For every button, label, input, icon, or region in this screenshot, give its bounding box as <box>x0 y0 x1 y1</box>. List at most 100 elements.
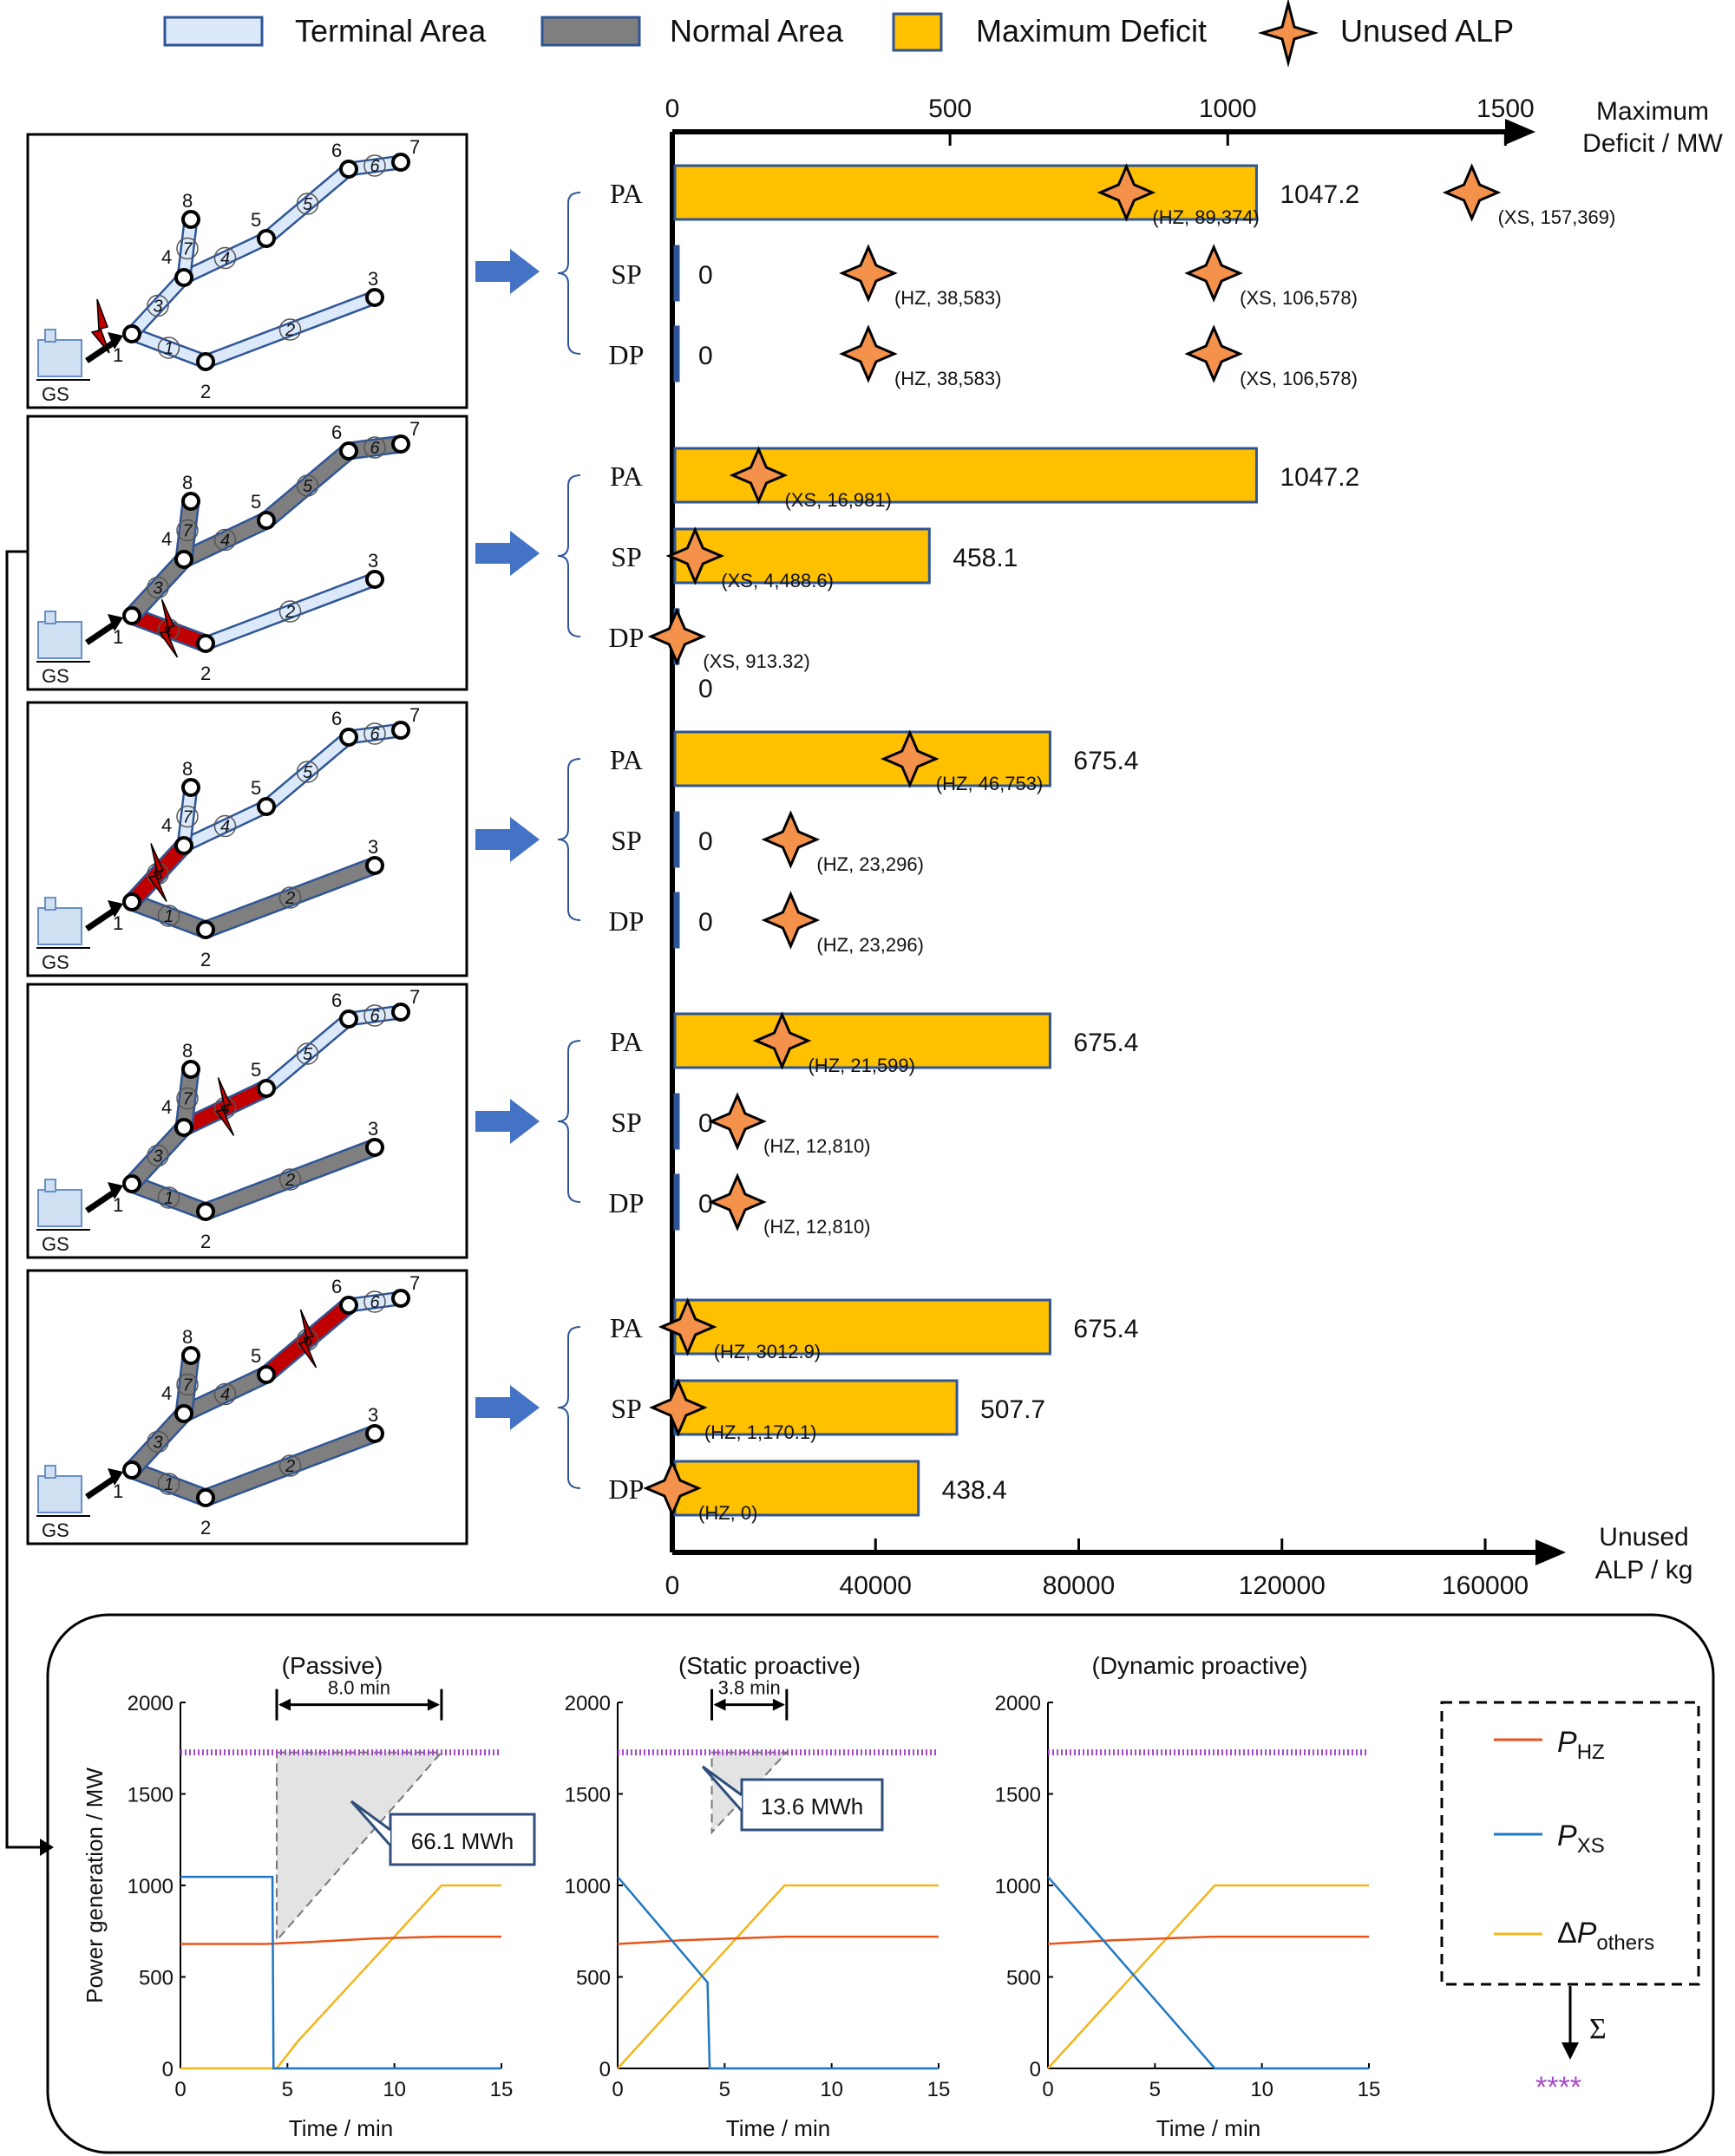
panel-x-tick-label: 15 <box>1358 2078 1381 2101</box>
bus-node <box>174 1404 193 1423</box>
branch-label-circle <box>213 814 237 838</box>
gas-station-label: GS <box>42 1519 69 1541</box>
gas-station-chimney <box>44 329 56 343</box>
panel-title: (Passive) <box>282 1652 383 1679</box>
bus-node <box>339 728 358 747</box>
deficit-bar <box>673 1093 680 1150</box>
branch <box>129 1463 208 1505</box>
bus-node <box>174 1118 193 1137</box>
bus-node <box>365 570 384 589</box>
panel-x-tick-label: 0 <box>1042 2078 1053 2101</box>
bus-node <box>196 352 215 371</box>
panel-x-tick-label: 5 <box>719 2078 730 2101</box>
area-callout-label: 66.1 MWh <box>411 1828 514 1854</box>
top-axis-tick-label: 0 <box>665 95 680 123</box>
bus-node <box>196 634 215 653</box>
bus-label: 5 <box>251 1059 261 1081</box>
bus-label: 6 <box>331 421 342 443</box>
panel-y-tick-label: 1000 <box>565 1875 611 1898</box>
gas-station-icon <box>37 1475 82 1513</box>
branch-label: 1 <box>164 1189 174 1208</box>
bus-node <box>391 434 410 454</box>
category-label: SP <box>611 541 642 572</box>
supply-arrow <box>85 338 118 363</box>
bus-label: 2 <box>200 949 211 970</box>
unused-alp-star-icon <box>729 446 789 505</box>
network-frame <box>26 1269 468 1545</box>
series-xs-line <box>617 1876 939 2070</box>
deficit-bar <box>673 1460 920 1517</box>
bus-label: 3 <box>368 268 378 290</box>
branch-label: 2 <box>285 603 295 622</box>
branch <box>181 233 269 283</box>
legend-normal-swatch <box>540 16 641 47</box>
legend: Terminal Area Normal Area Maximum Defici… <box>163 0 1514 68</box>
top-axis-title: Deficit / MW <box>1582 129 1723 158</box>
duration-arrowhead <box>772 1698 785 1711</box>
bus-node <box>339 1009 358 1029</box>
bus-node <box>181 778 200 797</box>
branch-label-circle <box>363 436 386 459</box>
category-label: DP <box>609 1187 645 1218</box>
gas-station-chimney <box>44 1179 56 1192</box>
bus-node <box>174 268 193 287</box>
panel-x-tick-label: 5 <box>1149 2078 1161 2101</box>
branch <box>263 733 352 811</box>
branch <box>261 445 354 526</box>
category-label: DP <box>609 339 645 370</box>
deficit-value-label: 0 <box>698 1109 713 1138</box>
duration-arrowhead <box>278 1698 291 1711</box>
branch-label: 3 <box>153 1434 162 1453</box>
panel-y-tick-label: 500 <box>576 1967 611 1990</box>
unused-alp-label: (XS, 4,488.6) <box>721 570 834 591</box>
bus-label: 5 <box>251 777 261 799</box>
unused-alp-label: (HZ, 23,296) <box>816 934 924 956</box>
branch <box>203 1140 377 1218</box>
series-xs-line <box>180 1875 501 2070</box>
branch-label-circle <box>157 336 180 359</box>
bus-node <box>257 1079 276 1098</box>
branch <box>203 292 377 367</box>
sum-marker-label: **** <box>1535 2071 1581 2104</box>
fault-lightning-icon <box>298 1309 318 1369</box>
bus-node <box>196 1488 215 1507</box>
group-brace <box>557 758 581 921</box>
branch <box>179 787 196 846</box>
bus-label: 5 <box>251 209 261 231</box>
unused-alp-label: (HZ, 12,810) <box>763 1135 871 1157</box>
unused-alp-star-icon <box>752 1011 812 1070</box>
bus-label: 6 <box>331 708 342 729</box>
bus-label: 4 <box>161 1096 172 1118</box>
deficit-value-label: 1047.2 <box>1280 463 1359 492</box>
branch-label: 5 <box>303 195 313 214</box>
fault-lightning-icon <box>159 598 179 658</box>
bus-label: 1 <box>113 912 123 934</box>
sum-symbol: Σ <box>1589 2013 1607 2045</box>
area-callout-box <box>389 1813 536 1866</box>
branch-label-circle <box>213 528 237 552</box>
panel-y-tick-label: 500 <box>1006 1967 1041 1990</box>
panel-x-axis-title: Time / min <box>726 2115 830 2141</box>
gas-station-icon <box>37 339 82 377</box>
bus-label: 6 <box>331 990 342 1011</box>
bus-node <box>181 210 200 229</box>
legend-others-subscript: others <box>1596 1931 1654 1955</box>
series-others-line <box>1047 1884 1369 2069</box>
bus-node <box>365 1424 384 1443</box>
deficit-bar <box>673 164 1258 221</box>
bus-label: 8 <box>182 190 193 212</box>
panel-x-axis-title: Time / min <box>1156 2115 1260 2141</box>
deficit-value-label: 507.7 <box>980 1395 1045 1424</box>
panel-title: (Dynamic proactive) <box>1092 1652 1308 1679</box>
branch <box>177 1068 198 1128</box>
top-axis-tick-label: 500 <box>928 95 972 123</box>
bus-node <box>122 606 141 625</box>
panel-y-tick-label: 500 <box>139 1967 174 1990</box>
branch-label: 4 <box>220 818 230 837</box>
deficit-bar <box>673 1298 1051 1356</box>
branch <box>203 574 377 649</box>
unused-alp-label: (XS, 106,578) <box>1240 368 1358 389</box>
branch-label: 6 <box>370 1007 380 1026</box>
legend-deficit-label: Maximum Deficit <box>976 13 1207 49</box>
branch-label-circle <box>157 1473 180 1495</box>
